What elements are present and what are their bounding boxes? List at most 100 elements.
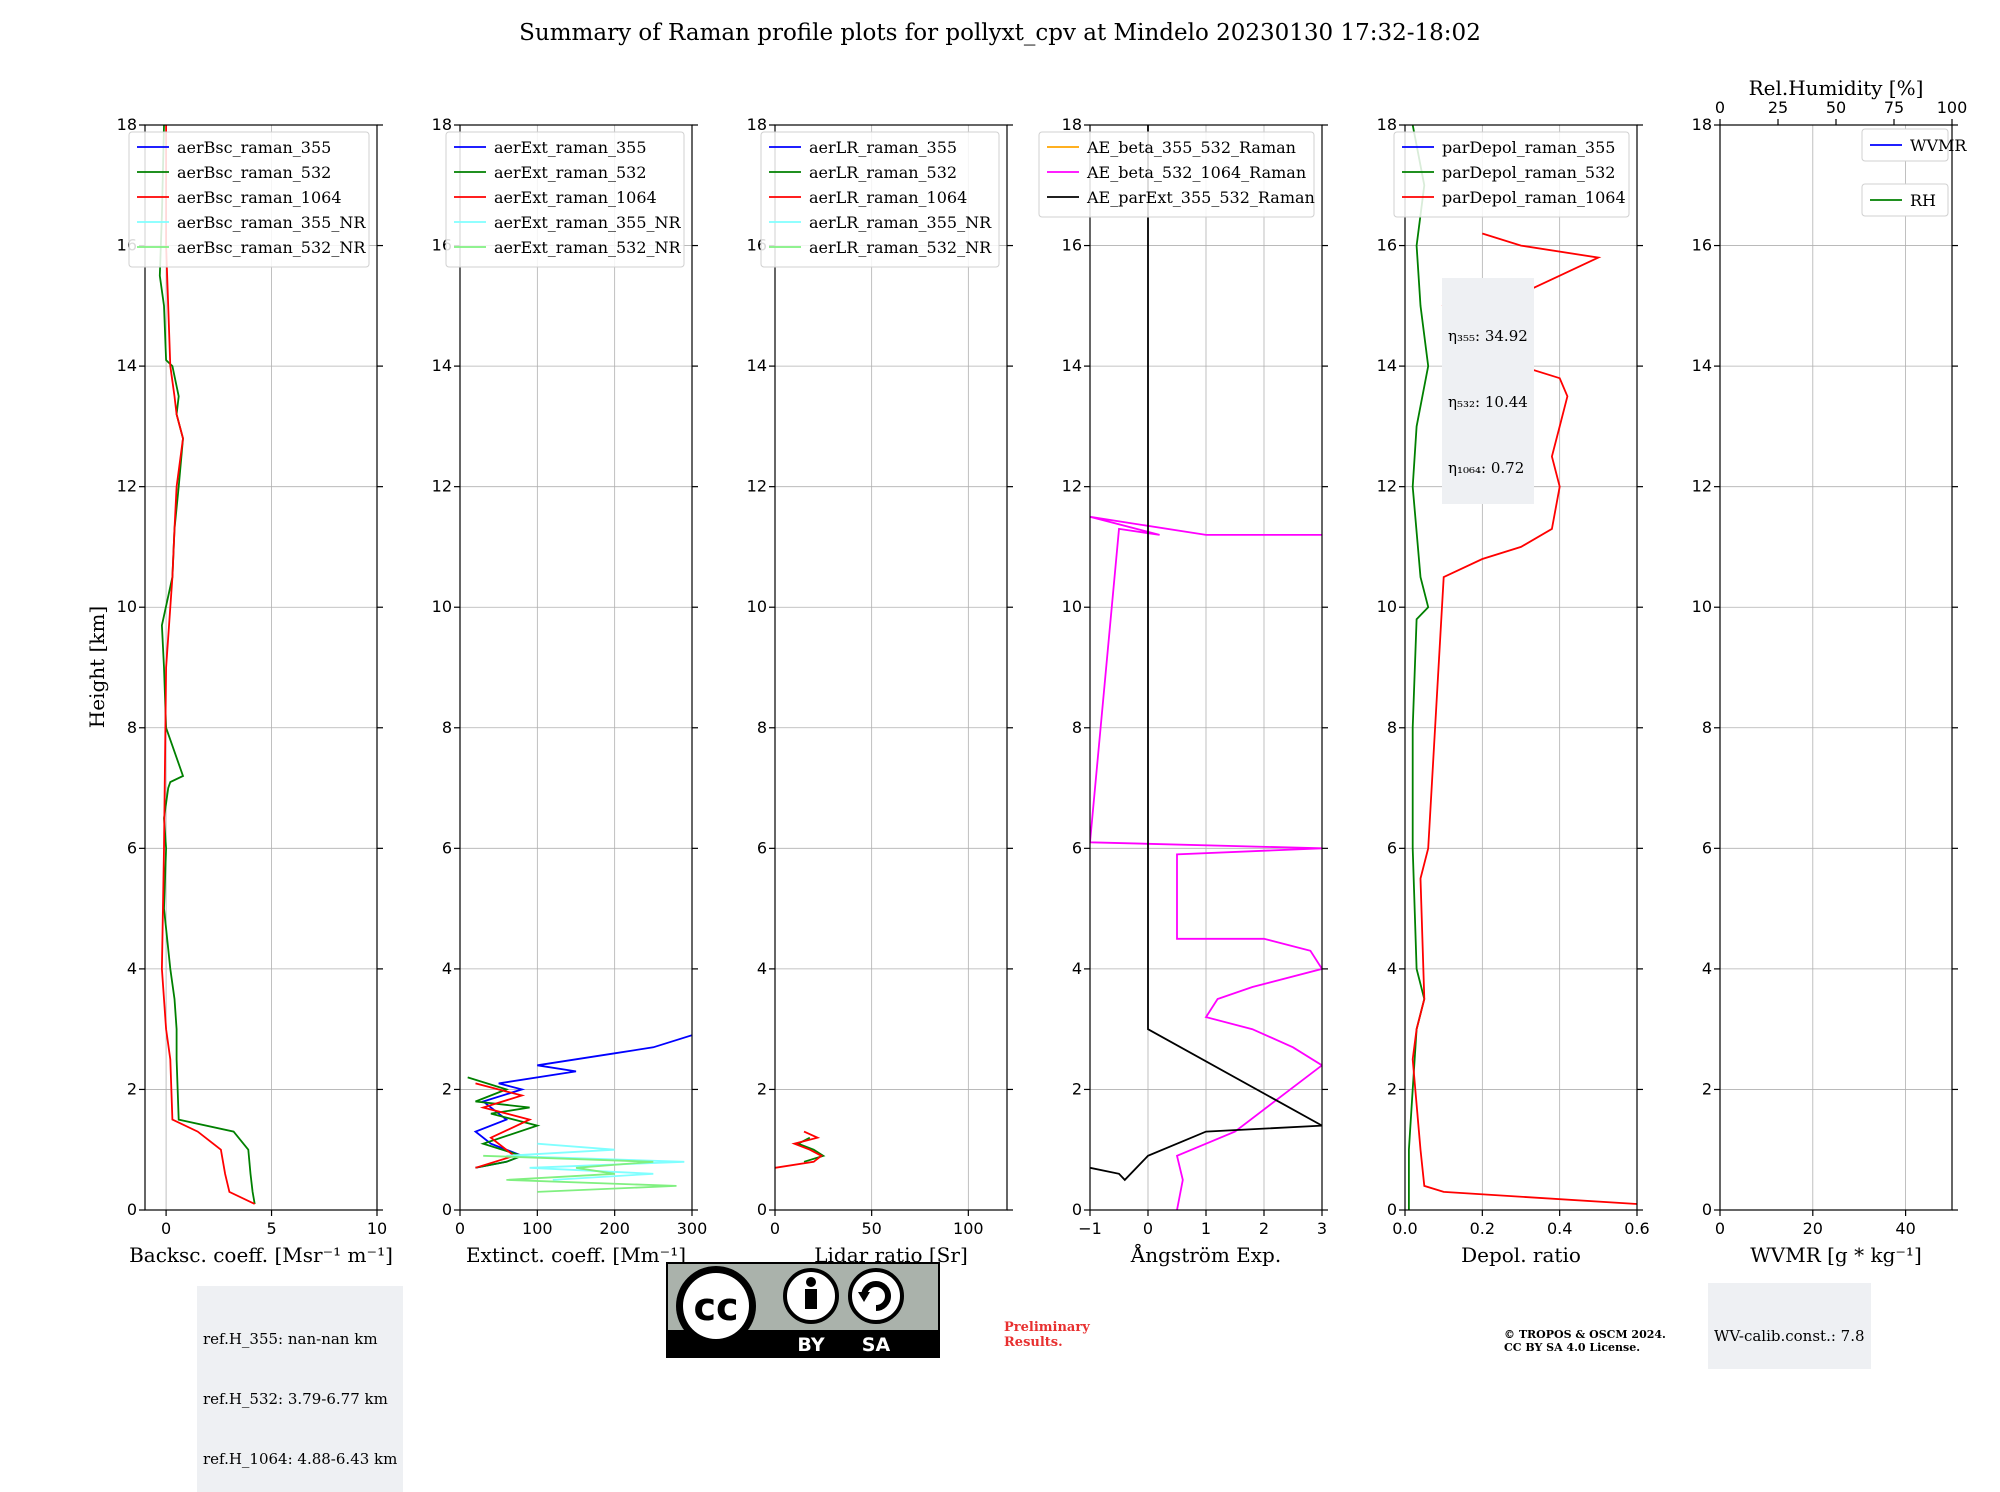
x-tick-label: 0.6 bbox=[1624, 1219, 1649, 1238]
y-tick-label: 8 bbox=[1387, 718, 1397, 737]
legend-label: aerLR_raman_532_NR bbox=[809, 238, 992, 257]
legend-label: aerBsc_raman_355_NR bbox=[177, 213, 366, 232]
y-tick-label: 4 bbox=[757, 959, 767, 978]
copyright-line-2: CC BY SA 4.0 License. bbox=[1504, 1341, 1641, 1354]
x2-tick-label: 25 bbox=[1768, 98, 1788, 117]
y-tick-label: 14 bbox=[1062, 356, 1082, 375]
y-tick-label: 4 bbox=[442, 959, 452, 978]
y-tick-label: 6 bbox=[127, 838, 137, 857]
series-line-AE_beta_532_1064_Raman bbox=[1090, 515, 1322, 1210]
series-line-AE_parExt_355_532_Raman bbox=[1090, 125, 1322, 1182]
legend-label: aerBsc_raman_532 bbox=[177, 163, 331, 182]
x-tick-label: 2 bbox=[1259, 1219, 1269, 1238]
y-tick-label: 12 bbox=[117, 477, 137, 496]
legend-label: aerLR_raman_355_NR bbox=[809, 213, 992, 232]
eta-1064: η₁₀₆₄: 0.72 bbox=[1448, 459, 1525, 477]
legend-label: parDepol_raman_532 bbox=[1442, 163, 1615, 182]
y-tick-label: 0 bbox=[1702, 1200, 1712, 1219]
x-tick-label: 0 bbox=[770, 1219, 780, 1238]
x2-tick-label: 50 bbox=[1826, 98, 1846, 117]
y-tick-label: 14 bbox=[747, 356, 767, 375]
y-tick-label: 14 bbox=[1377, 356, 1397, 375]
ref-height-1064: ref.H_1064: 4.88-6.43 km bbox=[203, 1450, 398, 1468]
x-axis-label: Ångström Exp. bbox=[1130, 1242, 1281, 1267]
y-tick-label: 2 bbox=[757, 1079, 767, 1098]
series-line-aerExt_raman_532 bbox=[467, 1076, 541, 1169]
y-tick-label: 6 bbox=[1387, 838, 1397, 857]
y-tick-label: 0 bbox=[442, 1200, 452, 1219]
legend-box bbox=[128, 131, 370, 268]
eta-532: η₅₃₂: 10.44 bbox=[1448, 393, 1528, 411]
series-line-parDepol_raman_532 bbox=[1408, 125, 1430, 1210]
x-tick-label: 200 bbox=[599, 1219, 630, 1238]
legend-label: aerLR_raman_1064 bbox=[809, 188, 967, 207]
y-tick-label: 18 bbox=[1692, 115, 1712, 134]
y-tick-label: 0 bbox=[127, 1200, 137, 1219]
x2-tick-label: 100 bbox=[1937, 98, 1968, 117]
y-tick-label: 18 bbox=[1062, 115, 1082, 134]
axes-frame bbox=[1404, 124, 1638, 1211]
y-tick-label: 2 bbox=[442, 1079, 452, 1098]
cc-by-label: BY bbox=[797, 1334, 824, 1356]
y-tick-label: 8 bbox=[757, 718, 767, 737]
wv-calib-box: WV-calib.const.: 7.8 bbox=[1708, 1283, 1871, 1369]
legend-label: RH bbox=[1910, 191, 1936, 210]
legend-label: parDepol_raman_1064 bbox=[1442, 188, 1626, 207]
y-tick-label: 6 bbox=[442, 838, 452, 857]
series-line-aerLR_raman_1064 bbox=[775, 1130, 824, 1169]
legend-label: aerBsc_raman_532_NR bbox=[177, 238, 366, 257]
x2-tick-label: 0 bbox=[1715, 98, 1725, 117]
series-line-aerExt_raman_355_NR bbox=[506, 1142, 685, 1181]
y-tick-label: 10 bbox=[117, 597, 137, 616]
series-line-aerBsc_raman_532 bbox=[158, 125, 256, 1205]
y-tick-label: 2 bbox=[1072, 1079, 1082, 1098]
y-tick-label: 10 bbox=[747, 597, 767, 616]
y-tick-label: 2 bbox=[1387, 1079, 1397, 1098]
series-line-aerExt_raman_532_NR bbox=[483, 1154, 677, 1193]
y-tick-label: 6 bbox=[757, 838, 767, 857]
y-tick-label: 4 bbox=[1072, 959, 1082, 978]
cc-license-logo: cc BY SA bbox=[666, 1262, 940, 1358]
y-tick-label: 10 bbox=[432, 597, 452, 616]
y-tick-label: 2 bbox=[127, 1079, 137, 1098]
x-tick-label: 0.2 bbox=[1470, 1219, 1495, 1238]
y-tick-label: 18 bbox=[117, 115, 137, 134]
x-tick-label: 50 bbox=[861, 1219, 881, 1238]
y-tick-label: 12 bbox=[1692, 477, 1712, 496]
axes-frame bbox=[774, 124, 1008, 1211]
legend-box bbox=[1393, 131, 1630, 218]
y-tick-label: 2 bbox=[1702, 1079, 1712, 1098]
legend-label: aerLR_raman_355 bbox=[809, 138, 957, 157]
y-tick-label: 18 bbox=[432, 115, 452, 134]
eta-box: η₃₅₅: 34.92 η₅₃₂: 10.44 η₁₀₆₄: 0.72 bbox=[1442, 278, 1534, 504]
ref-height-355: ref.H_355: nan-nan km bbox=[203, 1330, 378, 1348]
legend-label: parDepol_raman_355 bbox=[1442, 138, 1615, 157]
x-axis-label: Depol. ratio bbox=[1461, 1243, 1581, 1267]
y-tick-label: 12 bbox=[432, 477, 452, 496]
x-tick-label: 10 bbox=[367, 1219, 387, 1238]
legend-label: AE_beta_532_1064_Raman bbox=[1086, 163, 1306, 182]
y-tick-label: 16 bbox=[1692, 236, 1712, 255]
x-tick-label: 0.4 bbox=[1547, 1219, 1572, 1238]
legend-label: aerExt_raman_532 bbox=[494, 163, 647, 182]
x-axis-label: Backsc. coeff. [Msr⁻¹ m⁻¹] bbox=[129, 1243, 393, 1267]
legend-box bbox=[760, 131, 1000, 268]
x-tick-label: 0.0 bbox=[1392, 1219, 1417, 1238]
x-tick-label: 300 bbox=[677, 1219, 708, 1238]
y-tick-label: 4 bbox=[1702, 959, 1712, 978]
axes-frame bbox=[459, 124, 693, 1211]
y-tick-label: 18 bbox=[1377, 115, 1397, 134]
cc-sa-label: SA bbox=[862, 1334, 891, 1356]
legend-label: aerExt_raman_355_NR bbox=[494, 213, 682, 232]
x-tick-label: 1 bbox=[1201, 1219, 1211, 1238]
y-tick-label: 0 bbox=[1072, 1200, 1082, 1219]
y-tick-label: 16 bbox=[1377, 236, 1397, 255]
x2-axis-label: Rel.Humidity [%] bbox=[1749, 76, 1924, 100]
x-axis-label: Extinct. coeff. [Mm⁻¹] bbox=[466, 1243, 686, 1267]
legend-box bbox=[1038, 131, 1315, 218]
